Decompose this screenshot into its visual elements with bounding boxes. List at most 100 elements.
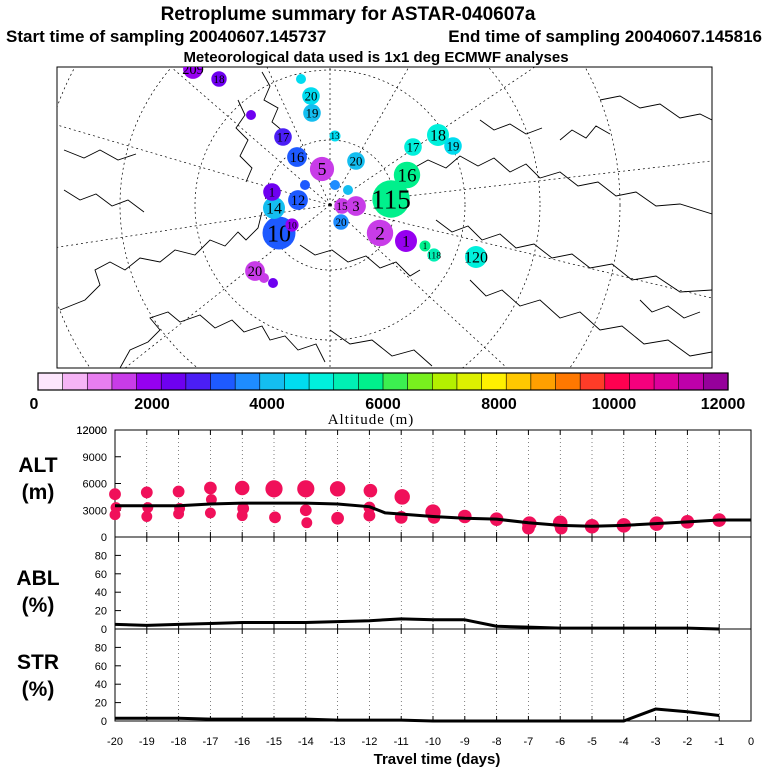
colorbar-swatch (234, 372, 261, 391)
map-marker-label: 17 (277, 130, 290, 144)
altitude-point (109, 488, 121, 501)
colorbar-swatch (407, 372, 433, 391)
panel-label: STR (17, 651, 59, 674)
x-tick-label: -4 (619, 736, 629, 748)
map-marker-label: 10 (287, 220, 297, 231)
map-marker (263, 183, 281, 201)
map-marker-label: 115 (371, 185, 411, 215)
map-marker (183, 67, 203, 79)
map-marker-label: 16 (397, 166, 417, 187)
map-marker (303, 104, 321, 122)
altitude-point (458, 509, 472, 524)
map-marker (395, 230, 417, 252)
colorbar-swatch (481, 372, 507, 391)
altitude-point (141, 511, 153, 522)
colorbar-swatch (185, 372, 212, 391)
colorbar-swatch (160, 372, 187, 391)
altitude-point (329, 481, 346, 497)
colorbar-swatch (505, 372, 532, 391)
colorbar-swatch (62, 372, 88, 391)
map-marker (333, 214, 349, 230)
colorbar-swatch (653, 372, 680, 391)
y-tick-label: 20 (95, 606, 107, 618)
y-tick-label: 40 (95, 679, 107, 691)
x-tick-label: 0 (748, 736, 754, 748)
altitude-point (172, 485, 185, 498)
map-marker-label: 17 (407, 140, 420, 154)
colorbar-swatch (703, 372, 729, 391)
y-tick-label: 12000 (76, 425, 107, 437)
map-marker-label: 1 (269, 185, 275, 199)
map-marker (211, 71, 227, 87)
x-tick-label: -2 (683, 736, 693, 748)
panel-frame (114, 536, 752, 630)
y-tick-label: 60 (95, 569, 107, 581)
map-marker (329, 130, 341, 142)
map-marker-label: 19 (306, 106, 319, 120)
map-marker-label: 1 (423, 241, 428, 251)
map-marker (334, 198, 350, 214)
y-tick-label: 80 (95, 642, 107, 654)
map-marker-label: 13 (331, 131, 341, 141)
map-marker (404, 138, 422, 156)
map-marker (288, 190, 308, 210)
colorbar-title: Altitude (m) (328, 412, 415, 428)
colorbar-tick-label: 8000 (481, 396, 517, 413)
map-marker (372, 180, 410, 218)
x-tick-label: -9 (460, 736, 470, 748)
colorbar-swatch (308, 372, 335, 391)
colorbar-swatch (86, 372, 113, 391)
map-marker-label: 118 (427, 250, 441, 261)
panel-label: ALT (18, 454, 57, 477)
colorbar-swatch (530, 372, 557, 391)
map-marker (245, 261, 265, 281)
x-tick-label: -12 (361, 736, 377, 748)
x-tick-label: -17 (202, 736, 218, 748)
colorbar-swatch (259, 372, 286, 391)
colorbar-tick-label: 4000 (249, 396, 285, 413)
x-tick-label: -6 (555, 736, 565, 748)
map-marker-label: 20 (350, 154, 363, 168)
altitude-point (331, 511, 344, 525)
map-marker-label: 1 (402, 234, 410, 251)
map-marker-label: 16 (290, 150, 304, 166)
y-tick-label: 60 (95, 661, 107, 673)
series-line (115, 707, 720, 723)
x-tick-label: -3 (651, 736, 661, 748)
map-marker (346, 196, 366, 216)
colorbar-tick-label: 0 (30, 396, 39, 413)
x-tick-label: -8 (492, 736, 502, 748)
figure-title: Retroplume summary for ASTAR-040607a (161, 4, 536, 25)
colorbar-swatch (136, 372, 162, 391)
map-marker-label: 14 (266, 201, 282, 218)
altitude-point (394, 489, 410, 505)
altitude-point (269, 511, 281, 524)
colorbar-swatch (431, 372, 458, 391)
map-marker-label: 209 (182, 62, 204, 78)
map-marker (419, 240, 431, 252)
colorbar-swatch (678, 372, 704, 391)
altitude-point (173, 508, 185, 520)
x-tick-label: -19 (139, 736, 155, 748)
series-line (115, 501, 751, 528)
map-small-dot (343, 185, 353, 195)
altitude-point (234, 480, 250, 496)
colorbar-ticks: 0 2000 4000 6000 8000 10000 12000 (30, 396, 746, 413)
x-tick-label: -7 (524, 736, 534, 748)
panel-unit-label: (%) (22, 678, 55, 701)
y-tick-label: 0 (101, 532, 107, 544)
met-data-label: Meteorological data used is 1x1 deg ECMW… (183, 49, 568, 66)
map-small-dot (300, 180, 310, 190)
colorbar-swatch (111, 372, 138, 391)
map-marker (347, 152, 365, 170)
panel-unit-label: (m) (22, 481, 55, 504)
x-axis-label: Travel time (days) (374, 751, 501, 768)
altitude-point (522, 521, 535, 535)
x-tick-label: -18 (171, 736, 187, 748)
map-frame (56, 66, 713, 369)
map-marker-label: 15 (336, 201, 348, 213)
colorbar-frame (37, 372, 729, 391)
